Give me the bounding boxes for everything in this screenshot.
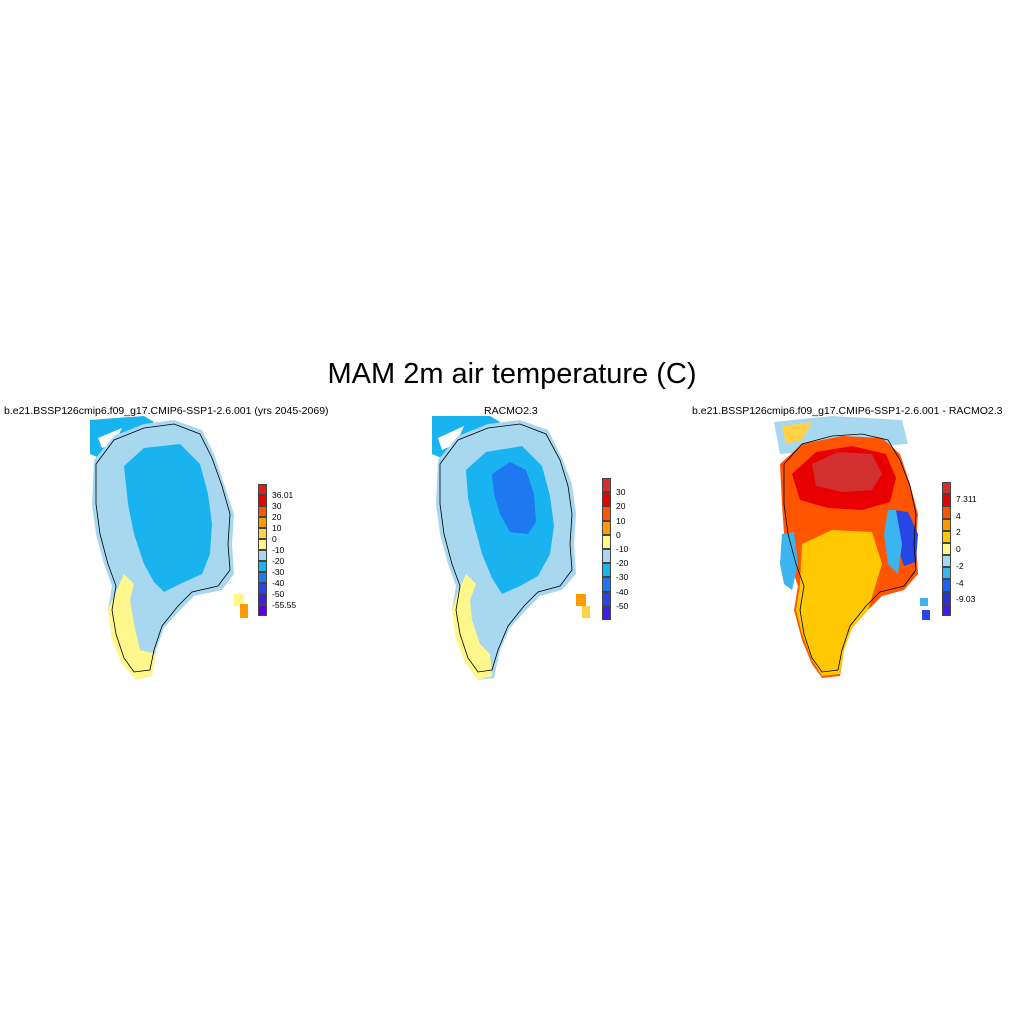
colorbar-swatch — [942, 579, 951, 592]
colorbar-swatch — [942, 482, 951, 495]
coastline — [95, 423, 231, 673]
colorbar-swatch — [258, 517, 267, 528]
ice-coldest — [492, 462, 536, 534]
colorbar-swatch — [602, 520, 611, 535]
colorbar-swatch — [258, 583, 267, 594]
panel-title-obs: RACMO2.3 — [484, 405, 538, 417]
colorbar-swatch — [258, 594, 267, 605]
colorbar-label: -30 — [272, 567, 285, 577]
map-obs — [432, 416, 590, 680]
east-islands — [920, 598, 930, 620]
panel-title-model: b.e21.BSSP126cmip6.f09_g17.CMIP6-SSP1-2.… — [4, 405, 329, 417]
colorbar-swatch — [942, 494, 951, 507]
colorbar-label: -30 — [616, 572, 629, 583]
colorbar-swatch — [942, 603, 951, 616]
colorbar-swatch — [942, 567, 951, 580]
colorbar-label: 36.01 — [272, 490, 294, 500]
colorbar-swatch — [602, 577, 611, 592]
colorbar-swatch — [258, 495, 267, 506]
diff-south — [796, 530, 882, 676]
colorbar-swatch — [942, 555, 951, 568]
colorbar-swatch — [602, 563, 611, 578]
diff-east-cool — [884, 510, 902, 574]
colorbar-label: -20 — [272, 556, 285, 566]
colorbar-label: 30 — [272, 501, 282, 511]
colorbar-swatch — [942, 518, 951, 531]
panel-title-diff: b.e21.BSSP126cmip6.f09_g17.CMIP6-SSP1-2.… — [692, 405, 1003, 417]
colorbar-swatch — [258, 572, 267, 583]
colorbar-label: 20 — [272, 512, 282, 522]
colorbar-label: 4 — [956, 510, 961, 521]
colorbar-label: 7.311 — [956, 493, 977, 504]
colorbar-swatch — [602, 591, 611, 606]
colorbar-label: 10 — [616, 515, 626, 526]
colorbar-swatch — [258, 605, 267, 616]
colorbar-label: 2 — [956, 527, 961, 538]
colorbar-swatch — [602, 549, 611, 564]
east-islands — [576, 594, 590, 618]
colorbar-label: -40 — [272, 578, 285, 588]
colorbar-swatch — [942, 530, 951, 543]
coastline — [439, 423, 573, 673]
colorbar-swatch — [258, 539, 267, 550]
warm-coast — [452, 574, 492, 680]
colorbar-swatch — [602, 605, 611, 620]
colorbar-label: 10 — [272, 523, 282, 533]
map-diff — [774, 416, 930, 678]
colorbar-label: 0 — [616, 529, 621, 540]
colorbar-label: 0 — [272, 534, 277, 544]
colorbar-label: 30 — [616, 487, 626, 498]
colorbar-label: -10 — [272, 545, 285, 555]
colorbar-swatch — [942, 506, 951, 519]
colorbar-swatch — [602, 478, 611, 493]
diff-west-cool — [780, 532, 798, 590]
colorbar-label: 0 — [956, 544, 961, 554]
colorbar-label: -50 — [272, 589, 285, 599]
warm-coast — [108, 574, 156, 680]
ice-core — [124, 444, 212, 592]
colorbar-label: -20 — [616, 558, 629, 569]
colorbar-label: 20 — [616, 501, 626, 512]
colorbar-label: -2 — [956, 560, 964, 571]
colorbar-label: -50 — [616, 600, 629, 611]
diff-peak — [812, 452, 882, 492]
main-title: MAM 2m air temperature (C) — [327, 358, 697, 390]
colorbar-swatch — [942, 542, 951, 556]
coastline — [783, 433, 917, 673]
map-model — [90, 416, 248, 680]
colorbar-label: -9.03 — [956, 594, 976, 605]
colorbar-label: -55.55 — [272, 600, 297, 610]
colorbar-swatch — [258, 506, 267, 517]
east-islands — [234, 594, 248, 618]
colorbar-swatch — [258, 550, 267, 561]
colorbar-swatch — [258, 484, 267, 495]
colorbar-label: -40 — [616, 586, 629, 597]
colorbar-label: -10 — [616, 544, 629, 554]
colorbar-swatch — [942, 591, 951, 604]
colorbar-swatch — [602, 492, 611, 507]
colorbar-swatch — [602, 534, 611, 549]
colorbar-label: -4 — [956, 577, 964, 588]
colorbar-swatch — [258, 561, 267, 572]
colorbar-swatch — [602, 506, 611, 521]
colorbar-swatch — [258, 528, 267, 539]
